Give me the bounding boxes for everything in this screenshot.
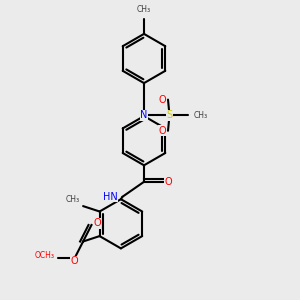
Text: CH₃: CH₃ — [137, 5, 151, 14]
Text: S: S — [167, 110, 172, 120]
Text: O: O — [164, 177, 172, 187]
Text: CH₃: CH₃ — [194, 111, 208, 120]
Text: O: O — [159, 94, 167, 105]
Text: CH₃: CH₃ — [65, 195, 80, 204]
Text: O: O — [159, 126, 167, 136]
Text: OCH₃: OCH₃ — [34, 251, 55, 260]
Text: N: N — [140, 110, 148, 120]
Text: O: O — [93, 218, 101, 229]
Text: O: O — [71, 256, 79, 266]
Text: HN: HN — [103, 192, 118, 202]
